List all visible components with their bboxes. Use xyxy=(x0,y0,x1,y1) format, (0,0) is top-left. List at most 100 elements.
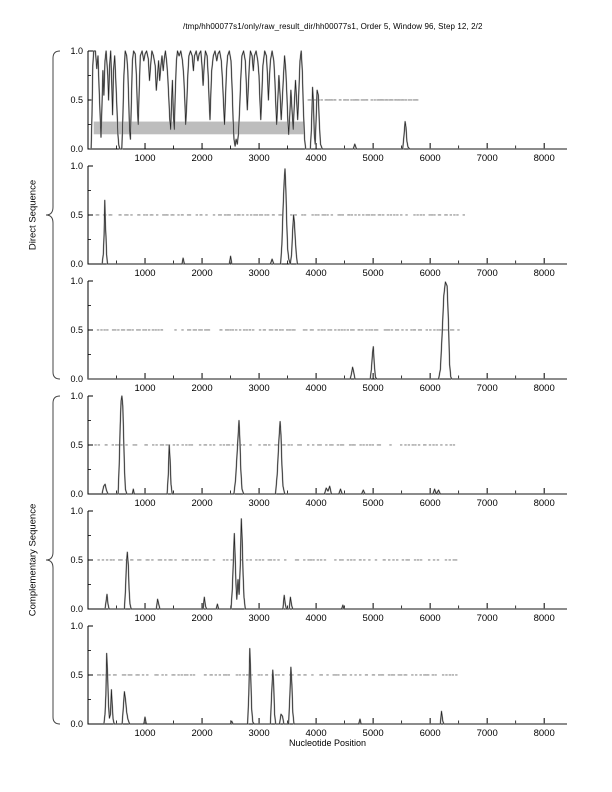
panel-complementary-2-match-tick xyxy=(312,559,315,561)
panel-direct-2-match-tick xyxy=(177,214,180,216)
panel-direct-1-x-tick-label: 6000 xyxy=(420,153,441,164)
panel-direct-3-match-tick xyxy=(160,329,164,331)
panel-direct-3-match-tick xyxy=(413,329,417,331)
panel-complementary-3-match-tick xyxy=(189,674,193,676)
panel-complementary-1-match-tick xyxy=(176,444,179,446)
panel-direct-3-match-tick xyxy=(138,329,141,331)
panel-complementary-3-match-tick xyxy=(423,674,426,676)
panel-complementary-3-match-tick xyxy=(304,674,307,676)
panel-direct-3-match-tick xyxy=(433,329,436,331)
panel-complementary-3-series-line xyxy=(103,648,567,725)
panel-direct-1-x-tick-label: 3000 xyxy=(249,153,270,164)
panel-complementary-2-match-tick xyxy=(334,559,337,561)
panel-direct-3-match-tick xyxy=(317,329,320,331)
panel-direct-2-match-tick xyxy=(126,214,129,216)
panel-complementary-2-match-tick xyxy=(206,559,209,561)
panel-direct-3-match-tick xyxy=(443,329,446,331)
panel-complementary-3-match-tick xyxy=(354,674,357,676)
panel-complementary-3-match-tick xyxy=(260,674,263,676)
panel-complementary-2-match-tick xyxy=(387,559,391,561)
panel-complementary-3-match-tick xyxy=(390,674,393,676)
panel-complementary-3-match-tick xyxy=(156,674,159,676)
panel-complementary-3-y-tick-label: 0.0 xyxy=(70,719,83,729)
panel-complementary-2-match-tick xyxy=(277,559,280,561)
panel-complementary-3-match-tick xyxy=(121,674,125,676)
panel-direct-2-match-tick xyxy=(303,214,307,216)
panel-direct-3-match-tick xyxy=(270,329,274,331)
panel-complementary-2-match-tick xyxy=(401,559,405,561)
panel-complementary-2-match-tick xyxy=(316,559,320,561)
panel-complementary-1-match-tick xyxy=(161,444,165,446)
panel-complementary-1-match-tick xyxy=(389,444,392,446)
panel-complementary-1-match-tick xyxy=(159,444,163,446)
panel-direct-3-match-tick xyxy=(419,329,423,331)
panel-direct-3-match-tick xyxy=(231,329,235,331)
panel-direct-3-match-tick xyxy=(181,329,184,331)
panel-complementary-2-match-tick xyxy=(413,559,417,561)
panel-direct-2-match-tick xyxy=(341,214,344,216)
panel-complementary-2-x-tick-label: 7000 xyxy=(477,613,498,624)
panel-direct-2-x-tick-label: 7000 xyxy=(477,268,498,279)
panel-direct-2-match-tick xyxy=(124,214,127,216)
panel-complementary-1-match-tick xyxy=(209,444,212,446)
panel-complementary-2-series-line xyxy=(104,518,567,610)
panel-direct-2-match-tick xyxy=(321,214,324,216)
panel-direct-3-match-tick xyxy=(329,329,333,331)
panel-direct-1-match-tick xyxy=(398,99,401,101)
panel-direct-2-match-tick xyxy=(428,214,431,216)
panel-complementary-1-series-halo xyxy=(101,395,567,495)
panel-direct-2-match-tick xyxy=(294,214,297,216)
panel-complementary-2-match-tick xyxy=(191,559,194,561)
panel-direct-1-match-tick xyxy=(382,99,385,101)
panel-direct-3-match-tick xyxy=(157,329,160,331)
panel-direct-2-match-tick xyxy=(367,214,371,216)
panel-direct-1-match-tick xyxy=(330,99,334,101)
panel-complementary-1-match-tick xyxy=(449,444,452,446)
panel-complementary-3-x-tick-label: 2000 xyxy=(191,728,212,739)
panel-complementary-1-match-tick xyxy=(317,444,320,446)
panel-direct-2-match-tick xyxy=(109,214,113,216)
panel-complementary-3-match-tick xyxy=(378,674,381,676)
panel-complementary-1-match-tick xyxy=(132,444,135,446)
panel-complementary-3-match-tick xyxy=(425,674,428,676)
panel-complementary-1-series-line xyxy=(101,395,567,495)
panel-direct-3-match-tick xyxy=(429,329,432,331)
panel-direct-3-match-tick xyxy=(327,329,330,331)
panel-direct-2-match-tick xyxy=(430,214,434,216)
panel-complementary-3-match-tick xyxy=(146,674,149,676)
panel-complementary-1-match-tick xyxy=(353,444,356,446)
panel-direct-3-match-tick xyxy=(337,329,341,331)
panel-complementary-2-match-tick xyxy=(145,559,148,561)
panel-direct-3-match-tick xyxy=(288,329,291,331)
panel-complementary-1-x-tick-label: 1000 xyxy=(134,498,155,509)
panel-direct-1-match-tick xyxy=(376,99,379,101)
panel-direct-2-match-tick xyxy=(422,214,425,216)
panel-direct-2-x-tick-label: 8000 xyxy=(534,268,555,279)
panel-complementary-3-match-tick xyxy=(399,674,403,676)
panel-direct-2-match-tick xyxy=(108,214,111,216)
panel-complementary-2-match-tick xyxy=(341,559,344,561)
panel-direct-3-match-tick xyxy=(334,329,337,331)
panel-direct-3-x-tick-label: 8000 xyxy=(534,383,555,394)
panel-direct-2-match-tick xyxy=(405,214,408,216)
panel-complementary-1-match-tick xyxy=(258,444,261,446)
panel-complementary-1-match-tick xyxy=(274,444,277,446)
panel-complementary-1-match-tick xyxy=(399,444,403,446)
panel-complementary-2-match-tick xyxy=(374,559,378,561)
panel-direct-1-match-tick xyxy=(413,99,416,101)
panel-direct-2-match-tick xyxy=(96,214,100,216)
panel-complementary-3-match-tick xyxy=(235,674,239,676)
panel-complementary-3-match-tick xyxy=(431,674,435,676)
panel-direct-1-match-tick xyxy=(388,99,391,101)
panel-complementary-2-match-tick xyxy=(137,559,140,561)
panel-direct-1-match-tick xyxy=(329,99,332,101)
panel-complementary-2-match-tick xyxy=(448,559,451,561)
panel-direct-3-match-tick xyxy=(387,329,391,331)
panel-direct-2-match-tick xyxy=(416,214,419,216)
panel-complementary-2-match-tick xyxy=(198,559,202,561)
panel-complementary-3-match-tick xyxy=(257,674,260,676)
panel-direct-3-match-tick xyxy=(457,329,460,331)
panel-direct-1-match-tick xyxy=(355,99,358,101)
panel-direct-3-match-tick xyxy=(405,329,408,331)
panel-direct-2-match-tick xyxy=(330,214,334,216)
